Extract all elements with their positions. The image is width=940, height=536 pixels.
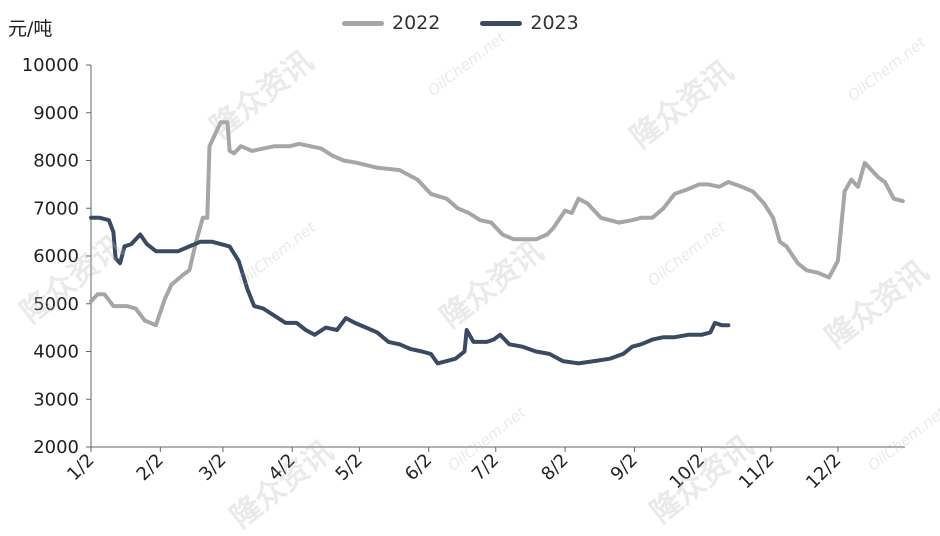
- x-tick-label: 8/2: [537, 450, 572, 485]
- legend-label-2022: 2022: [392, 12, 441, 34]
- x-tick-label: 12/2: [802, 450, 845, 493]
- x-tick-label: 2/2: [133, 450, 168, 485]
- x-tick-label: 6/2: [401, 450, 436, 485]
- y-axis-unit-label: 元/吨: [8, 18, 53, 40]
- x-tick-label: 11/2: [735, 450, 778, 493]
- y-tick-label: 5000: [33, 294, 79, 315]
- y-tick-label: 3000: [33, 389, 79, 410]
- y-tick-label: 2000: [33, 437, 79, 458]
- legend-swatch-2023: [480, 20, 523, 26]
- legend: 2022 2023: [342, 12, 579, 34]
- legend-label-2023: 2023: [530, 12, 579, 34]
- x-tick-label: 10/2: [666, 450, 709, 493]
- y-tick-label: 7000: [33, 198, 79, 219]
- y-tick-label: 9000: [33, 103, 79, 124]
- legend-item-2023: 2023: [480, 12, 579, 34]
- series-line-2023: [89, 215, 731, 366]
- y-tick-label: 4000: [33, 342, 79, 363]
- legend-swatch-2022: [342, 20, 384, 26]
- x-tick-label: 9/2: [607, 450, 642, 485]
- x-tick-label: 3/2: [195, 450, 230, 485]
- x-tick-label: 7/2: [468, 450, 503, 485]
- x-tick-label: 4/2: [264, 450, 299, 485]
- series-line-2022: [89, 120, 905, 328]
- x-tick-label: 5/2: [332, 450, 367, 485]
- y-tick-label: 10000: [22, 55, 79, 76]
- y-tick-label: 8000: [33, 151, 79, 172]
- legend-item-2022: 2022: [342, 12, 440, 34]
- y-tick-label: 6000: [33, 246, 79, 267]
